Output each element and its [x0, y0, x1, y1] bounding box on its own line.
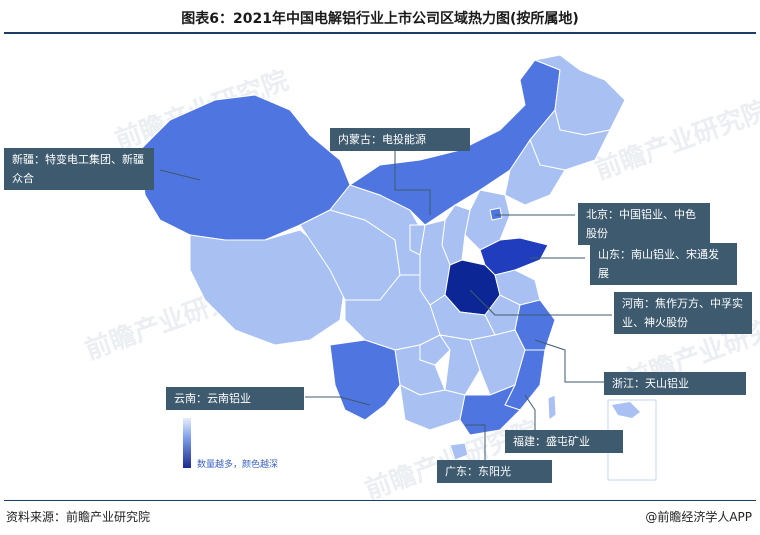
callout-guangdong: 广东：东阳光: [437, 460, 552, 483]
region-sichuan: [344, 274, 441, 351]
callout-fujian: 福建：盛屯矿业: [505, 430, 623, 453]
inset-coast: [612, 402, 640, 418]
callout-inner-mongolia: 内蒙古：电投能源: [330, 128, 470, 151]
callout-yunnan: 云南：云南铝业: [166, 387, 304, 410]
callout-beijing: 北京：中国铝业、中色股份: [578, 203, 710, 245]
region-yunnan: [329, 339, 401, 421]
brand-note: @前瞻经济学人APP: [645, 510, 752, 524]
leader-line-inner-mongolia: [394, 148, 431, 215]
chart-title: 图表6：2021年中国电解铝行业上市公司区域热力图(按所属地): [181, 11, 579, 27]
callout-zhejiang: 浙江：天山铝业: [604, 372, 746, 395]
source-note: 资料来源：前瞻产业研究院: [6, 510, 151, 524]
region-beijing: [489, 207, 503, 221]
leader-line-henan: [469, 289, 612, 316]
leader-line-guangdong: [465, 424, 486, 462]
title-underline: [4, 32, 756, 34]
region-liaoning: [504, 138, 566, 206]
region-hainan: [449, 442, 469, 461]
region-tibet: [189, 229, 346, 346]
legend-label: 数量越多，颜色越深: [197, 460, 279, 470]
leader-line-yunnan: [305, 396, 371, 406]
callout-shandong: 山东：南山铝业、宋通发展: [590, 243, 737, 285]
leader-line-xinjiang: [159, 169, 201, 181]
leader-lines: [159, 148, 612, 462]
region-guangdong: [459, 384, 521, 436]
footer-divider: [4, 500, 756, 501]
legend-gradient-bar: [183, 418, 191, 468]
callout-xinjiang: 新疆：特变电工集团、新疆众合: [4, 148, 154, 190]
callout-henan: 河南：焦作万方、中孚实业、神火股份: [614, 292, 752, 334]
region-taiwan: [547, 394, 557, 421]
leader-line-zhejiang: [534, 339, 610, 383]
region-ningxia: [409, 224, 426, 256]
